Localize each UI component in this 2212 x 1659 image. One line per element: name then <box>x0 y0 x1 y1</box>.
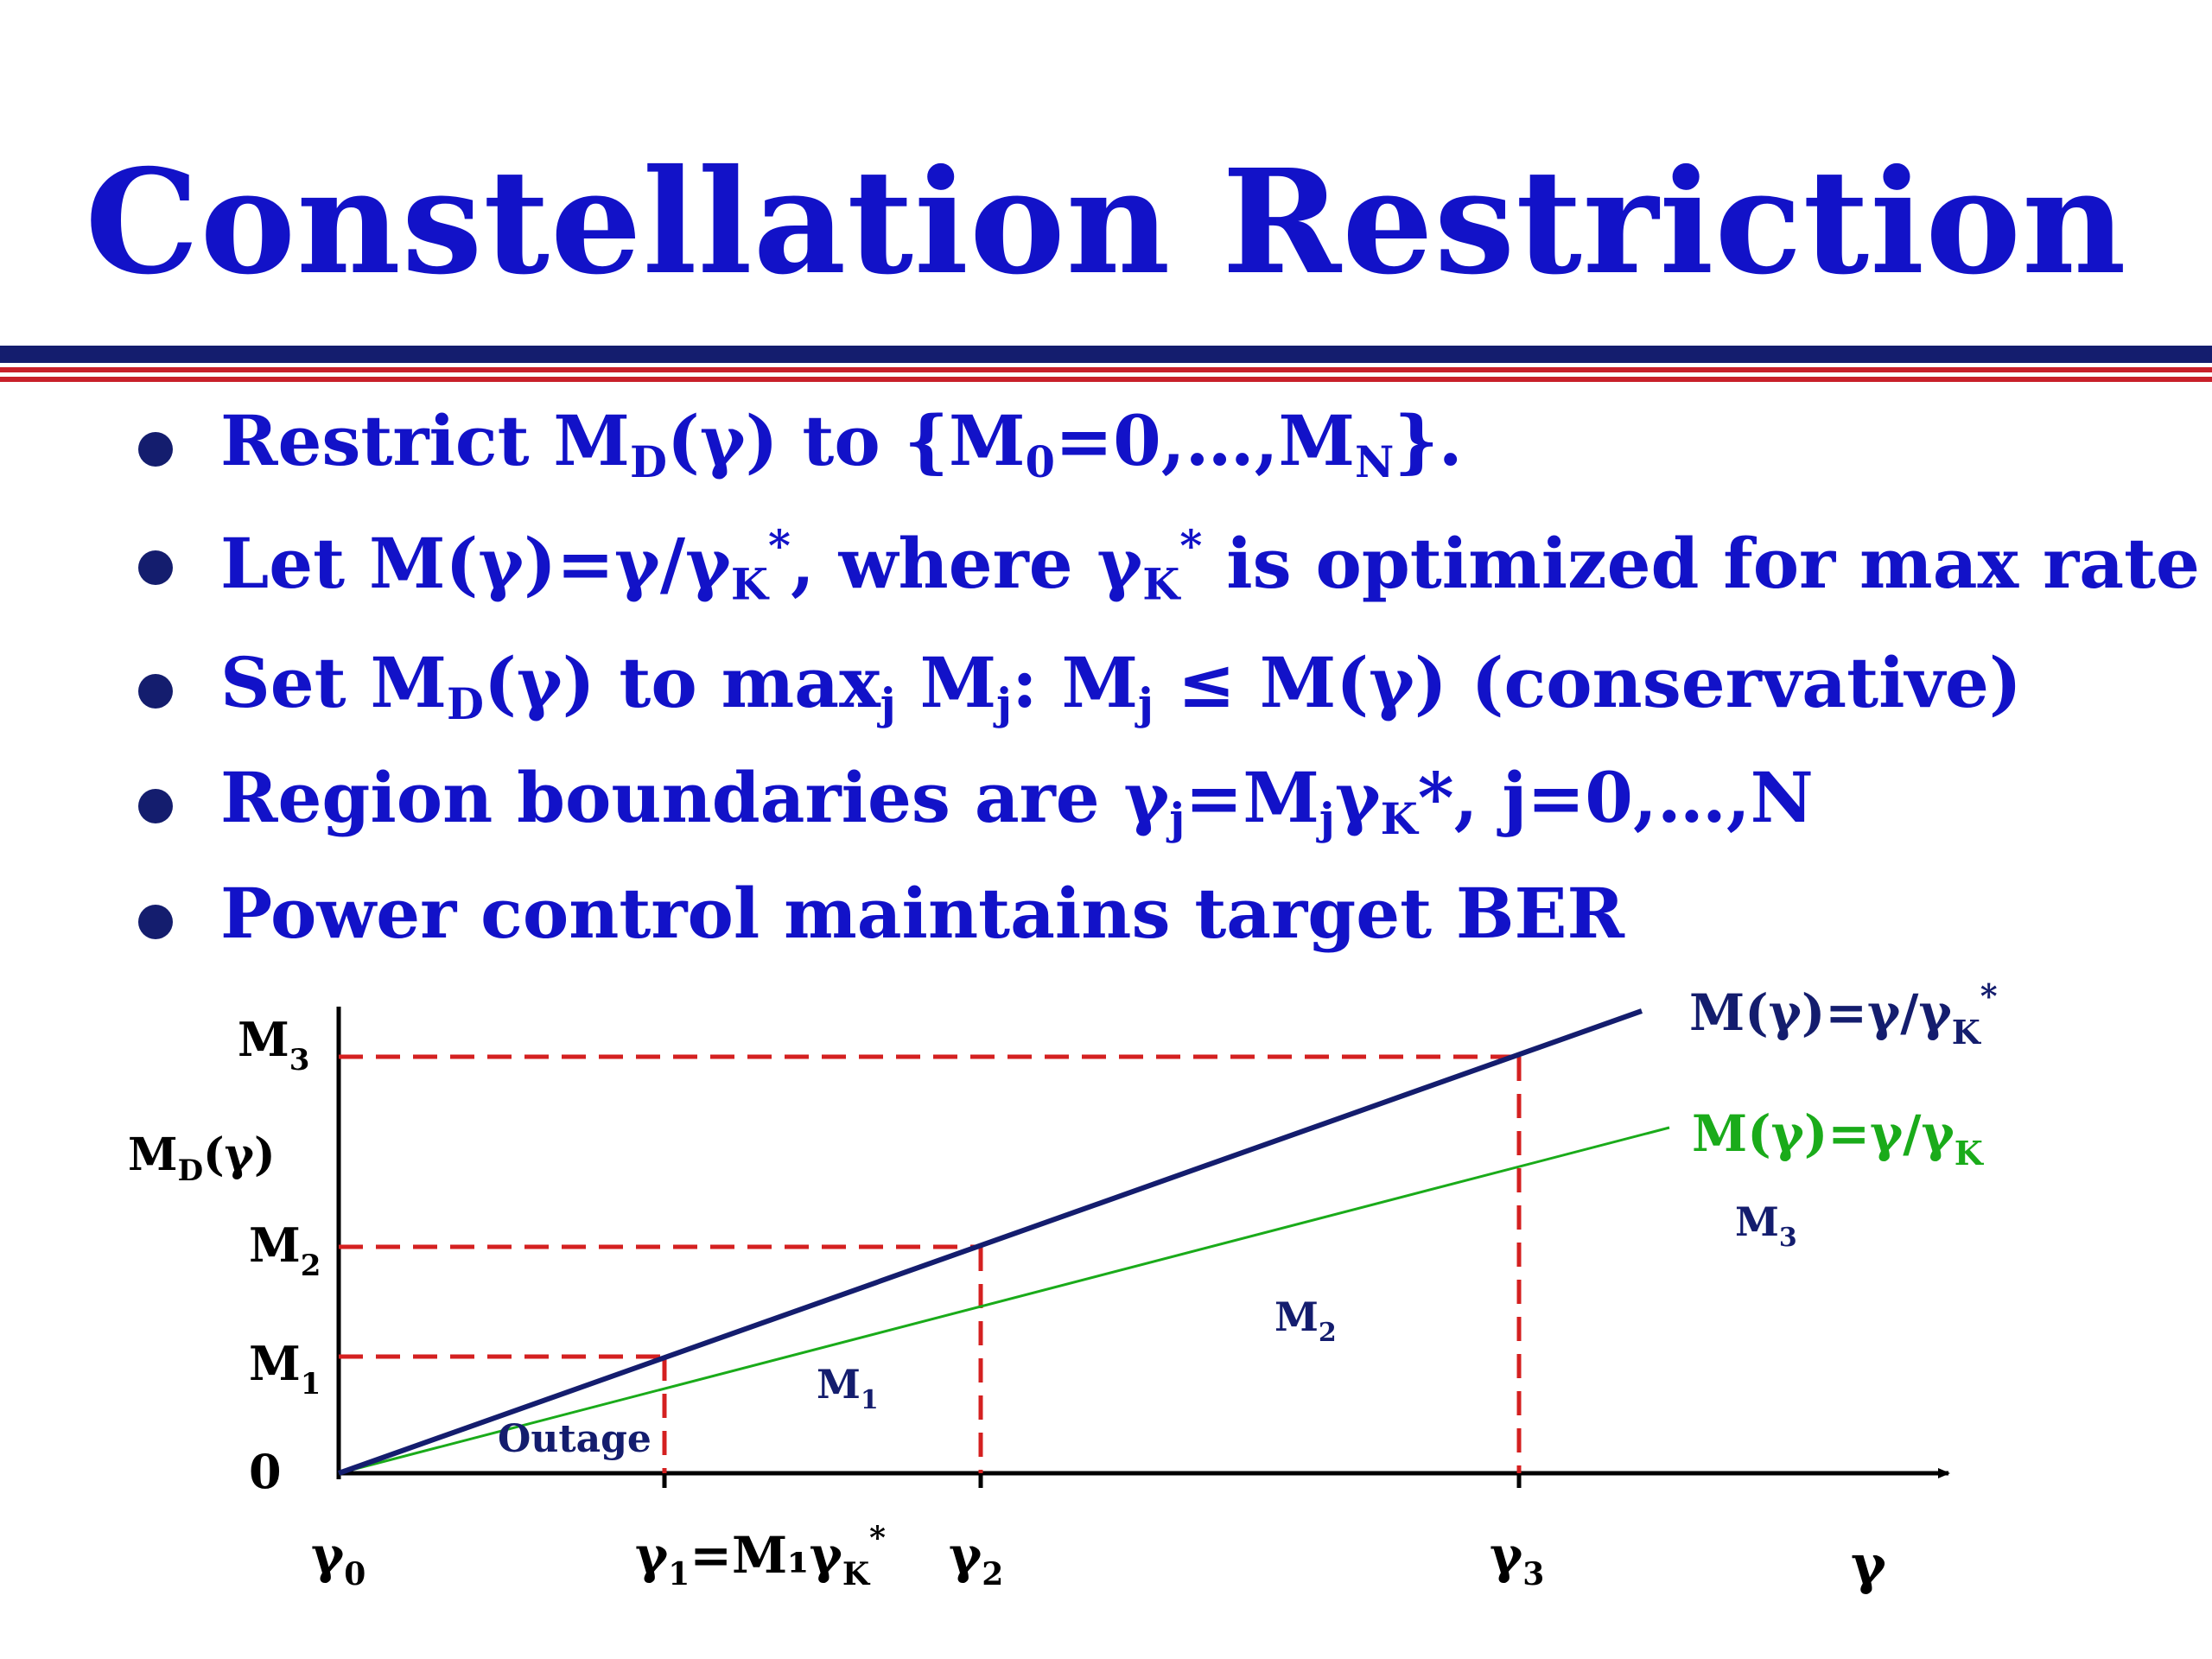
y-tick-label-m2: M2 <box>249 1217 321 1283</box>
bullet-subscript: j <box>1169 793 1185 845</box>
bullet-text: M <box>895 641 997 723</box>
bullet-subscript: N <box>1355 435 1395 487</box>
bullet-subscript: 0 <box>1025 435 1056 487</box>
bullet-text: is optimized for max rate <box>1202 523 2200 605</box>
y-tick-label-zero: 0 <box>249 1444 282 1499</box>
bullet-text: (γ) to max <box>484 641 880 723</box>
title-rule-red-top <box>0 367 2212 372</box>
bullet-text: (γ) to {M <box>667 400 1026 481</box>
bullet-text: Power control maintains target BER <box>220 872 1624 954</box>
line-m-gamma-k-opt <box>337 1008 1643 1476</box>
x-tick-label-gamma3: γ3 <box>1490 1526 1544 1592</box>
slide-title: Constellation Restriction <box>85 138 2127 307</box>
region-label-m2: M2 <box>1274 1294 1337 1348</box>
line-m-gamma-k <box>338 1126 1670 1475</box>
bullet-text: Set M <box>220 641 448 723</box>
region-label-m3: M3 <box>1735 1198 1797 1253</box>
bullet-dot <box>138 432 173 467</box>
bullet-subscript: D <box>447 677 485 729</box>
x-tick-label-gamma2: γ2 <box>949 1526 1003 1592</box>
bullet-text: ≤ M(γ) (conservative) <box>1153 641 2022 723</box>
bullet-dot <box>138 673 173 709</box>
bullet-subscript: j <box>1138 677 1154 729</box>
bullet-text: Let M(γ)=γ/γ <box>220 523 731 605</box>
bullet-superscript: * <box>768 520 791 572</box>
bullet-text: Region boundaries are γ <box>220 757 1170 839</box>
bullet-list: Restrict MD(γ) to {M0=0,…,MN}. Let M(γ)=… <box>130 406 2200 948</box>
bullet-subscript: D <box>629 435 667 487</box>
bullet-text: γ <box>1334 757 1381 839</box>
bullet-dot <box>138 904 173 939</box>
bullet-subscript: K <box>730 559 769 611</box>
region-label-outage: Outage <box>498 1417 652 1461</box>
bullet-superscript: * <box>1179 520 1203 572</box>
bullet-text: Restrict M <box>220 400 630 481</box>
bullet-item: Power control maintains target BER <box>130 879 2200 948</box>
bullet-text: }. <box>1394 400 1463 481</box>
bullet-subscript: j <box>996 677 1013 729</box>
y-tick-label-m3: M3 <box>238 1012 309 1077</box>
bullet-subscript: j <box>880 677 896 729</box>
bullet-subscript: K <box>1142 559 1180 611</box>
y-axis-title: MD(γ) <box>128 1128 276 1188</box>
bullet-text: : M <box>1012 641 1139 723</box>
bullet-item: Region boundaries are γj=MjγK*, j=0,…,N <box>130 763 2200 840</box>
x-tick-label-gamma1: γ1=M₁γK* <box>635 1520 886 1592</box>
bullet-text: , where γ <box>790 523 1143 605</box>
y-tick-label-m1: M1 <box>249 1336 321 1402</box>
bullet-text: *, j=0,…,N <box>1417 757 1814 839</box>
title-rule-red-bottom <box>0 377 2212 382</box>
bullet-text: =0,…,M <box>1055 400 1355 481</box>
bullet-item: Let M(γ)=γ/γK*, where γK* is optimized f… <box>130 524 2200 606</box>
x-tick-label-gamma0: γ0 <box>311 1526 365 1592</box>
label-line-k: M(γ)=γ/γK <box>1692 1104 1985 1173</box>
title-rule-navy <box>0 346 2212 363</box>
x-axis-title: γ <box>1851 1533 1887 1596</box>
bullet-dot <box>138 789 173 824</box>
region-label-m1: M1 <box>817 1361 879 1415</box>
bullet-subscript: j <box>1319 793 1335 845</box>
label-line-opt: M(γ)=γ/γK* <box>1689 976 1998 1052</box>
boundary-lines <box>339 1054 1522 1473</box>
bullet-item: Restrict MD(γ) to {M0=0,…,MN}. <box>130 406 2200 483</box>
bullet-dot <box>138 550 173 586</box>
bullet-subscript: K <box>1380 793 1418 845</box>
bullet-item: Set MD(γ) to maxj Mj: Mj ≤ M(γ) (conserv… <box>130 648 2200 725</box>
bullet-text: =M <box>1185 757 1319 839</box>
